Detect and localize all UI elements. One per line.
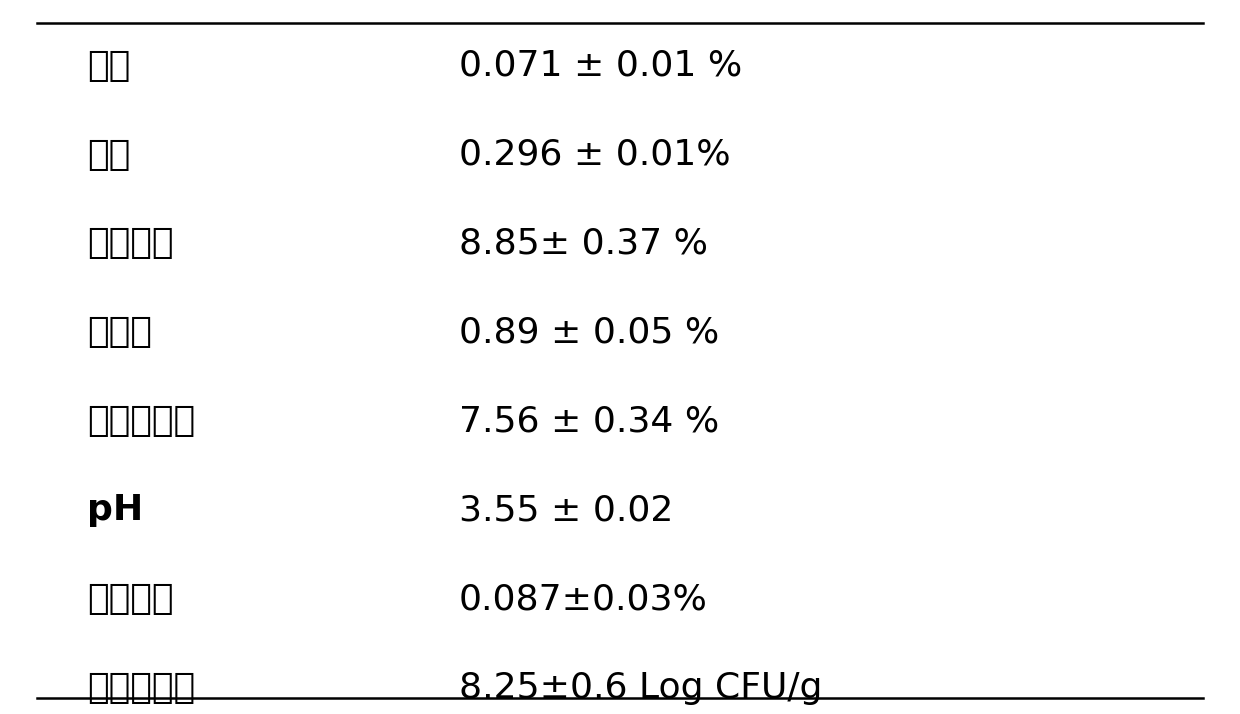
Text: 7.56 ± 0.34 %: 7.56 ± 0.34 % xyxy=(459,404,719,438)
Text: 8.85± 0.37 %: 8.85± 0.37 % xyxy=(459,226,708,261)
Text: 植物乳杆菌: 植物乳杆菌 xyxy=(87,671,195,705)
Text: 蛋白质: 蛋白质 xyxy=(87,316,151,349)
Text: 0.89 ± 0.05 %: 0.89 ± 0.05 % xyxy=(459,316,719,349)
Text: pH: pH xyxy=(87,493,143,527)
Text: 8.25±0.6 Log CFU/g: 8.25±0.6 Log CFU/g xyxy=(459,671,822,705)
Text: 0.296 ± 0.01%: 0.296 ± 0.01% xyxy=(459,138,730,171)
Text: 膳食纤维: 膳食纤维 xyxy=(87,582,174,616)
Text: 0.087±0.03%: 0.087±0.03% xyxy=(459,582,708,616)
Text: 碳水化合物: 碳水化合物 xyxy=(87,404,195,438)
Text: 脂肪: 脂肪 xyxy=(87,138,130,171)
Text: 3.55 ± 0.02: 3.55 ± 0.02 xyxy=(459,493,673,527)
Text: 灰分: 灰分 xyxy=(87,49,130,83)
Text: 0.071 ± 0.01 %: 0.071 ± 0.01 % xyxy=(459,49,742,83)
Text: 总固体量: 总固体量 xyxy=(87,226,174,261)
